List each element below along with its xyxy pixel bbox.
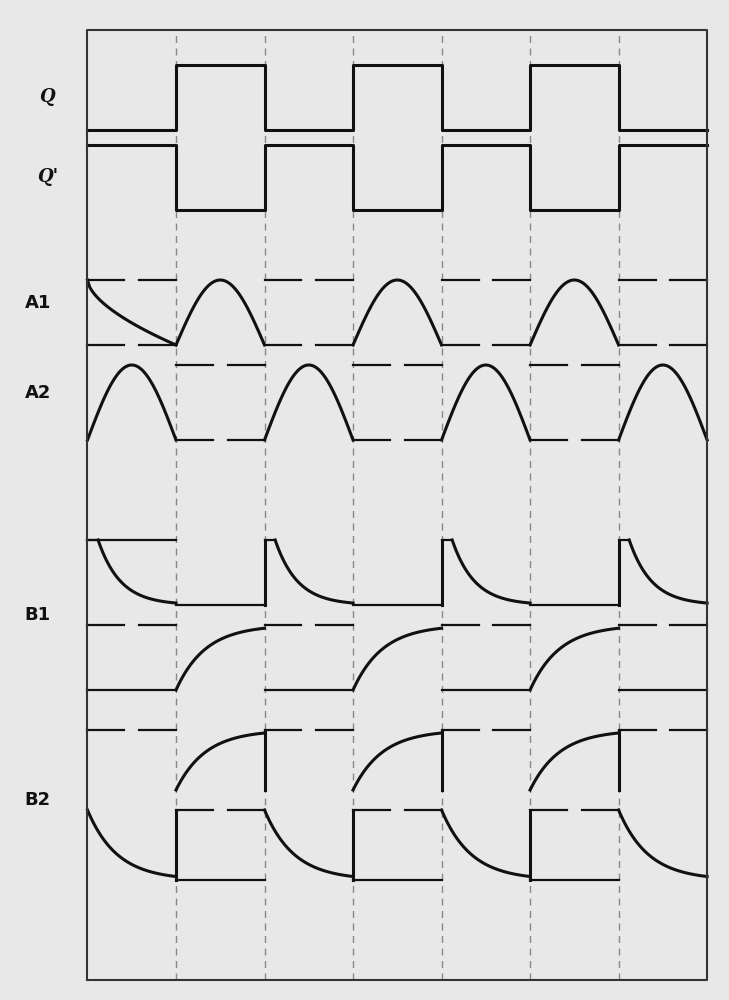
Text: B1: B1: [25, 606, 51, 624]
Text: Q': Q': [37, 168, 58, 186]
Text: A2: A2: [25, 383, 51, 401]
Text: B2: B2: [25, 791, 51, 809]
Text: Q: Q: [39, 88, 55, 106]
Text: A1: A1: [25, 294, 51, 312]
